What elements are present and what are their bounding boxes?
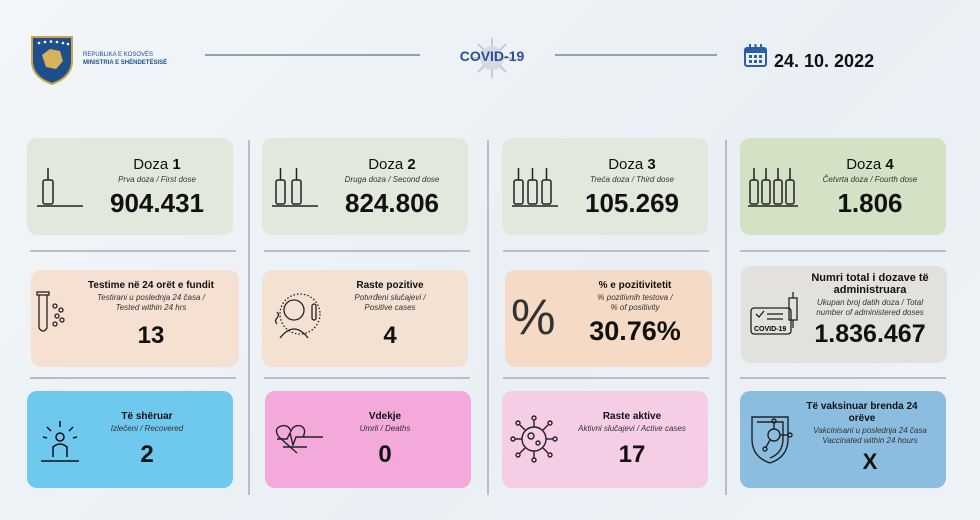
row-divider: [740, 377, 946, 379]
card-value: 1.836.467: [814, 320, 926, 348]
dose-value: 1.806: [837, 188, 903, 218]
tests-card: Testime në 24 orët e fundit Testirani u …: [31, 270, 239, 367]
kosovo-coat-of-arms-logo: [30, 33, 74, 86]
card-subtitle: Izlečeni / Recovered: [110, 424, 184, 433]
card-subtitle: Positive cases: [364, 303, 416, 312]
virus-icon-header: [470, 36, 514, 80]
virus-icon: [510, 415, 558, 468]
dose-label: Doza 3: [562, 156, 702, 173]
card-subtitle: Vakcinisani u poslednja 24 časa: [813, 426, 927, 435]
dose-subtitle: Prva doza / First dose: [118, 175, 196, 184]
card-value: 0: [378, 441, 392, 468]
dose-subtitle: Druga doza / Second dose: [344, 175, 440, 184]
covid-title: COVID-19: [459, 48, 525, 64]
vaccinated-24h-card: Të vaksinuar brenda 24 orëve Vakcinisani…: [740, 391, 946, 488]
heartbeat-icon: [273, 423, 325, 462]
card-subtitle: Vaccinated within 24 hours: [822, 436, 918, 445]
card-title: Raste pozitive: [356, 280, 424, 291]
row-divider: [30, 250, 236, 252]
card-subtitle: number of administered doses: [816, 308, 924, 317]
active-cases-card: Raste aktive Aktivni slučajevi / Active …: [502, 391, 708, 488]
dose-label: Doza 2: [322, 156, 462, 173]
row-divider: [30, 377, 236, 379]
positivity-card: % % e pozitivitetit % pozitivnih testova…: [505, 270, 712, 367]
card-title: Numri total i dozave të administruara: [811, 272, 929, 296]
dose-2-card: Doza 2 Druga doza / Second dose 824.806: [262, 138, 468, 235]
dose-label: Doza 1: [87, 156, 227, 173]
card-subtitle: Potvrđeni slučajevi /: [354, 293, 426, 302]
certificate-label: COVID-19: [754, 326, 786, 333]
card-subtitle: Tested within 24 hrs: [115, 303, 187, 312]
card-subtitle: Testirani u poslednja 24 časa /: [97, 293, 205, 302]
sick-person-icon: [274, 292, 324, 345]
card-title: Të shëruar: [121, 411, 173, 422]
header-divider-right: [555, 54, 717, 56]
dose-subtitle: Treća doza / Third dose: [590, 175, 674, 184]
card-value: 13: [137, 322, 165, 349]
card-value: 4: [383, 322, 397, 349]
card-value: X: [862, 449, 878, 474]
shield-virus-icon: [748, 413, 796, 470]
dose-word: Doza: [608, 156, 644, 173]
vial-icon: [37, 164, 87, 215]
deaths-card: Vdekje Umrli / Deaths 0: [265, 391, 471, 488]
vials-icon: [512, 164, 562, 215]
dose-word: Doza: [846, 156, 882, 173]
dose-1-card: Doza 1 Prva doza / First dose 904.431: [27, 138, 233, 235]
dose-4-card: Doza 4 Četvrta doza / Fourth dose 1.806: [740, 138, 946, 235]
row-divider: [264, 250, 470, 252]
dose-word: Doza: [133, 156, 169, 173]
positive-cases-card: Raste pozitive Potvrđeni slučajevi / Pos…: [262, 270, 468, 367]
dose-value: 105.269: [585, 188, 679, 218]
report-date: 24. 10. 2022: [774, 51, 875, 71]
card-value: 30.76%: [589, 316, 681, 346]
vials-icon: [748, 164, 800, 215]
card-subtitle: Aktivni slučajevi / Active cases: [578, 424, 686, 433]
column-divider: [725, 140, 727, 495]
card-title: % e pozitivitetit: [598, 280, 672, 291]
dose-subtitle: Četvrta doza / Fourth dose: [822, 175, 918, 184]
card-subtitle: % pozitivnih testova /: [597, 293, 673, 302]
card-value: 17: [618, 441, 646, 468]
card-value: 2: [140, 441, 154, 468]
ministry-label: MINISTRIA E SHËNDETËSISË: [83, 60, 168, 66]
dose-value: 904.431: [110, 188, 204, 218]
card-title: Raste aktive: [602, 411, 662, 422]
card-subtitle: % of positivity: [610, 303, 660, 312]
percent-icon: %: [511, 289, 556, 345]
column-divider: [487, 140, 489, 495]
republic-label: REPUBLIKA E KOSOVËS: [83, 52, 154, 58]
row-divider: [264, 377, 470, 379]
dose-label: Doza 4: [800, 156, 940, 173]
dose-number: 1: [172, 156, 181, 173]
row-divider: [740, 250, 946, 252]
dose-word: Doza: [368, 156, 404, 173]
column-divider: [248, 140, 250, 495]
dose-value: 824.806: [345, 188, 439, 218]
vaccine-certificate-icon: COVID-19: [749, 292, 803, 341]
test-tube-icon: [35, 290, 67, 341]
card-title: Testime në 24 orët e fundit: [88, 280, 214, 291]
dose-number: 4: [885, 156, 894, 173]
card-subtitle: Umrli / Deaths: [359, 424, 411, 433]
vials-icon: [272, 164, 322, 215]
calendar-icon: [743, 43, 768, 68]
recovered-person-icon: [35, 419, 85, 468]
card-title: Vdekje: [368, 411, 402, 422]
header-divider-left: [205, 54, 420, 56]
total-doses-card: COVID-19 Numri total i dozave të adminis…: [741, 266, 947, 363]
dose-number: 2: [407, 156, 416, 173]
row-divider: [503, 250, 709, 252]
recovered-card: Të shëruar Izlečeni / Recovered 2: [27, 391, 233, 488]
card-subtitle: Ukupan broj datih doza / Total: [817, 298, 923, 307]
card-title: Të vaksinuar brenda 24 orëve: [806, 401, 918, 424]
dose-number: 3: [647, 156, 656, 173]
dose-3-card: Doza 3 Treća doza / Third dose 105.269: [502, 138, 708, 235]
row-divider: [503, 377, 709, 379]
